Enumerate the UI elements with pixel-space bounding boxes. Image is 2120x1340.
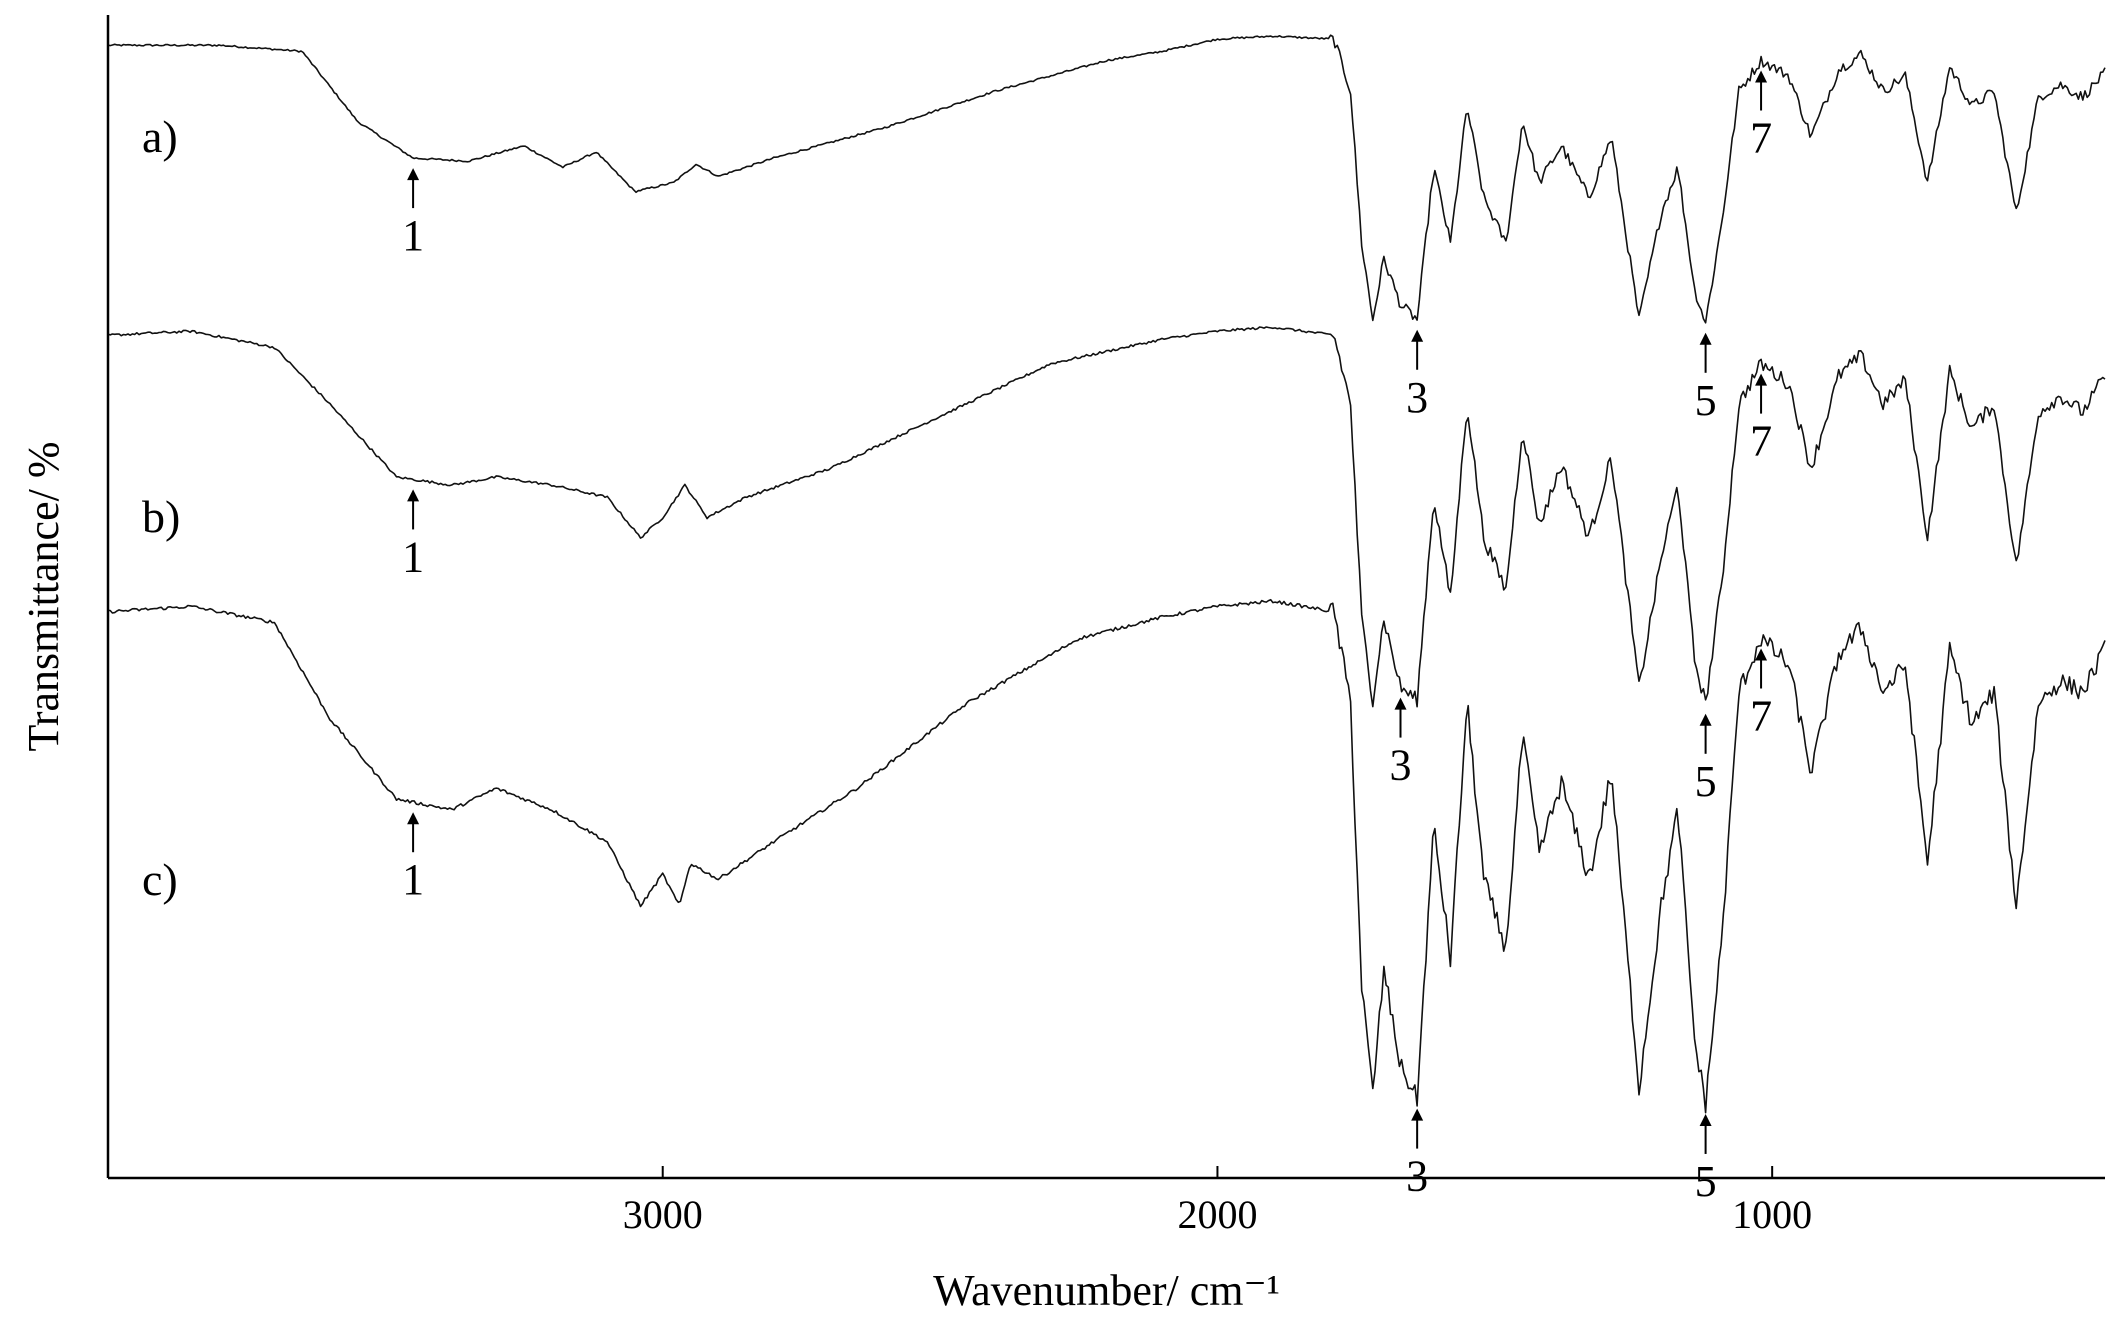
- peak-label: 3: [1406, 373, 1428, 422]
- peak-arrow-head: [1411, 1108, 1424, 1121]
- peak-label: 5: [1695, 1157, 1717, 1206]
- peak-label: 5: [1695, 376, 1717, 425]
- y-axis-title: Transmittance/ %: [19, 442, 68, 752]
- peak-label: 1: [402, 855, 424, 904]
- peak-label: 7: [1750, 692, 1772, 741]
- peak-label: 5: [1695, 757, 1717, 806]
- peak-arrow-head: [407, 812, 420, 825]
- x-axis-ticks: 3000 2000 1000: [623, 1166, 1812, 1237]
- peak-label: 1: [402, 532, 424, 581]
- peak-arrow-head: [1394, 697, 1407, 710]
- peak-arrow-head: [407, 168, 420, 181]
- peak-marker: 5: [1695, 1113, 1717, 1206]
- peak-marker: 5: [1695, 713, 1717, 806]
- peak-marker: 7: [1750, 648, 1772, 741]
- peak-label: 7: [1750, 114, 1772, 163]
- peak-marker: 7: [1750, 70, 1772, 163]
- x-tick-label: 1000: [1732, 1192, 1812, 1237]
- spectrum-trace-3: [107, 598, 2106, 1114]
- peak-marker: 3: [1390, 697, 1412, 790]
- peak-arrow-head: [1699, 713, 1712, 726]
- peak-marker: 3: [1406, 329, 1428, 422]
- series-label: b): [142, 491, 180, 542]
- peak-label: 3: [1390, 741, 1412, 790]
- series-label: a): [142, 111, 178, 162]
- peak-label: 1: [402, 211, 424, 260]
- spectrum-trace-1: [107, 34, 2106, 324]
- x-tick-label: 2000: [1177, 1192, 1257, 1237]
- peak-label: 7: [1750, 417, 1772, 466]
- peak-marker: 3: [1406, 1108, 1428, 1201]
- peak-arrow-head: [1411, 329, 1424, 342]
- peak-marker: 1: [402, 812, 424, 904]
- peak-marker: 5: [1695, 332, 1717, 425]
- peak-marker: 1: [402, 489, 424, 581]
- x-tick-label: 3000: [623, 1192, 703, 1237]
- plot-area: a)13 57b)13 57c) 13 57: [107, 34, 2106, 1206]
- peak-arrow-head: [1755, 373, 1768, 386]
- peak-arrow-head: [1699, 1113, 1712, 1126]
- peak-arrow-head: [407, 489, 420, 502]
- x-axis-title: Wavenumber/ cm⁻¹: [933, 1266, 1280, 1315]
- peak-label: 3: [1406, 1152, 1428, 1201]
- peak-arrow-head: [1755, 70, 1768, 83]
- peak-arrow-head: [1699, 332, 1712, 345]
- peak-marker: 7: [1750, 373, 1772, 466]
- series-label: c): [142, 854, 178, 905]
- peak-arrow-head: [1755, 648, 1768, 661]
- peak-marker: 1: [402, 168, 424, 260]
- spectrum-trace-2: [107, 326, 2106, 708]
